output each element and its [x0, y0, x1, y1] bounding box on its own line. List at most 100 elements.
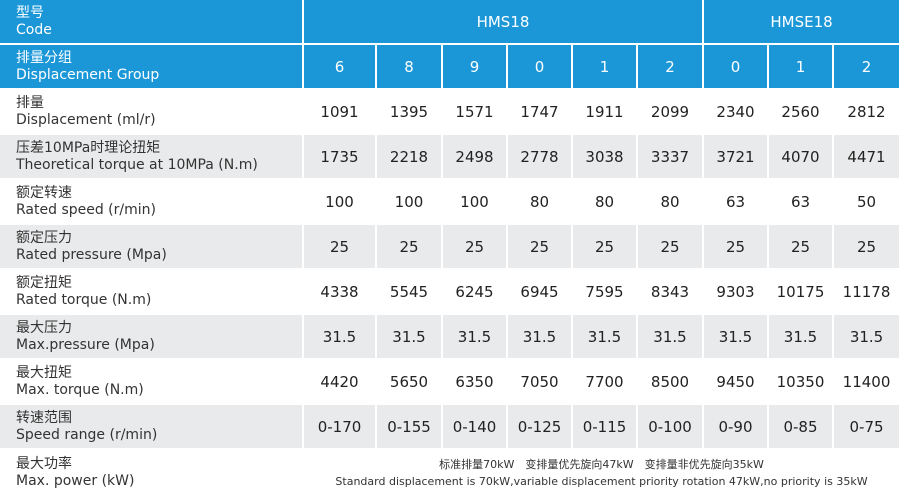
table-cell: 2812 — [833, 89, 899, 135]
table-cell: 1091 — [303, 89, 377, 135]
row-label: 转速范围 Speed range (r/min) — [0, 404, 304, 450]
group-label: 排量分组 Displacement Group — [0, 44, 304, 90]
group-cell: 2 — [637, 44, 704, 90]
power-label: 最大功率 Max. power (kW) — [0, 449, 304, 495]
table-cell: 2340 — [703, 89, 769, 135]
table-cell: 9303 — [703, 269, 769, 315]
group-cell: 0 — [507, 44, 573, 90]
row-label-cn: 排量 — [16, 94, 44, 111]
table-cell: 2218 — [376, 134, 443, 180]
table-cell: 31.5 — [703, 314, 769, 360]
row-label-cn: 压差10MPa时理论扭矩 — [16, 139, 161, 156]
table-cell: 6245 — [442, 269, 508, 315]
table-cell: 1571 — [442, 89, 508, 135]
power-row: 最大功率 Max. power (kW) 标准排量70kW 变排量优先旋向47kW … — [0, 449, 899, 495]
table-cell: 4471 — [833, 134, 899, 180]
table-cell: 3038 — [572, 134, 638, 180]
row-label-cn: 额定转速 — [16, 184, 72, 201]
table-row: 额定扭矩 Rated torque (N.m) 4338 5545 6245 6945 75… — [0, 269, 899, 315]
table-cell: 2099 — [637, 89, 704, 135]
row-label-en: Theoretical torque at 10MPa (N.m) — [16, 156, 258, 173]
table-row: 额定压力 Rated pressure (Mpa) 25 25 25 25 25 25 25 25… — [0, 224, 899, 270]
power-label-en: Max. power (kW) — [16, 472, 135, 489]
group-cell: 1 — [768, 44, 834, 90]
table-cell: 100 — [303, 179, 377, 225]
row-label-en: Displacement (ml/r) — [16, 111, 156, 128]
table-cell: 0-140 — [442, 404, 508, 450]
power-note-cn: 标准排量70kW 变排量优先旋向47kW 变排量非优先旋向35kW — [439, 457, 764, 471]
row-label-cn: 最大压力 — [16, 319, 72, 336]
table-row: 最大扭矩 Max. torque (N.m) 4420 5650 6350 7050 770… — [0, 359, 899, 405]
table-cell: 31.5 — [637, 314, 704, 360]
model-hms18: HMS18 — [303, 0, 704, 45]
table-cell: 63 — [703, 179, 769, 225]
row-label-en: Speed range (r/min) — [16, 426, 158, 443]
table-cell: 2560 — [768, 89, 834, 135]
group-cell: 8 — [376, 44, 443, 90]
table-cell: 31.5 — [833, 314, 899, 360]
table-cell: 63 — [768, 179, 834, 225]
table-cell: 31.5 — [507, 314, 573, 360]
table-cell: 25 — [303, 224, 377, 270]
table-cell: 1735 — [303, 134, 377, 180]
table-cell: 10175 — [768, 269, 834, 315]
code-label-en: Code — [16, 21, 52, 38]
table-cell: 80 — [572, 179, 638, 225]
table-cell: 6350 — [442, 359, 508, 405]
table-row: 转速范围 Speed range (r/min) 0-170 0-155 0-140 0-… — [0, 404, 899, 450]
table-cell: 31.5 — [572, 314, 638, 360]
table-cell: 3337 — [637, 134, 704, 180]
table-cell: 0-125 — [507, 404, 573, 450]
table-cell: 11400 — [833, 359, 899, 405]
power-note-en: Standard displacement is 70kW,variable d… — [335, 474, 868, 488]
table-cell: 25 — [376, 224, 443, 270]
row-label-en: Rated speed (r/min) — [16, 201, 156, 218]
table-cell: 25 — [833, 224, 899, 270]
row-label: 排量 Displacement (ml/r) — [0, 89, 304, 135]
table-cell: 0-75 — [833, 404, 899, 450]
group-cell: 1 — [572, 44, 638, 90]
row-label-cn: 转速范围 — [16, 409, 72, 426]
table-row: 额定转速 Rated speed (r/min) 100 100 100 80 80 80 63… — [0, 179, 899, 225]
table-cell: 0-155 — [376, 404, 443, 450]
row-label-cn: 额定扭矩 — [16, 274, 72, 291]
table-cell: 1747 — [507, 89, 573, 135]
header-row-group: 排量分组 Displacement Group 6 8 9 0 1 2 0 1 … — [0, 44, 899, 90]
table-cell: 3721 — [703, 134, 769, 180]
table-cell: 0-170 — [303, 404, 377, 450]
table-cell: 50 — [833, 179, 899, 225]
row-label-en: Max. torque (N.m) — [16, 381, 144, 398]
table-cell: 25 — [703, 224, 769, 270]
code-label: 型号 Code — [0, 0, 304, 45]
table-cell: 9450 — [703, 359, 769, 405]
table-cell: 5650 — [376, 359, 443, 405]
table-cell: 80 — [637, 179, 704, 225]
table-cell: 25 — [507, 224, 573, 270]
group-cell: 9 — [442, 44, 508, 90]
table-cell: 25 — [442, 224, 508, 270]
group-label-en: Displacement Group — [16, 66, 160, 83]
table-cell: 0-100 — [637, 404, 704, 450]
table-cell: 4338 — [303, 269, 377, 315]
group-label-cn: 排量分组 — [16, 49, 72, 66]
table-cell: 4070 — [768, 134, 834, 180]
table-cell: 25 — [637, 224, 704, 270]
table-cell: 8343 — [637, 269, 704, 315]
table-cell: 2498 — [442, 134, 508, 180]
row-label: 压差10MPa时理论扭矩 Theoretical torque at 10MPa … — [0, 134, 304, 180]
header-row-code: 型号 Code HMS18 HMSE18 — [0, 0, 899, 45]
table-cell: 8500 — [637, 359, 704, 405]
table-cell: 6945 — [507, 269, 573, 315]
model-hmse18: HMSE18 — [703, 0, 899, 45]
code-label-cn: 型号 — [16, 4, 44, 21]
table-cell: 1395 — [376, 89, 443, 135]
table-cell: 4420 — [303, 359, 377, 405]
table-cell: 0-85 — [768, 404, 834, 450]
row-label: 最大扭矩 Max. torque (N.m) — [0, 359, 304, 405]
power-note: 标准排量70kW 变排量优先旋向47kW 变排量非优先旋向35kW Standar… — [303, 449, 899, 495]
table-cell: 0-90 — [703, 404, 769, 450]
table-cell: 80 — [507, 179, 573, 225]
table-cell: 100 — [442, 179, 508, 225]
power-label-cn: 最大功率 — [16, 455, 72, 472]
table-cell: 1911 — [572, 89, 638, 135]
